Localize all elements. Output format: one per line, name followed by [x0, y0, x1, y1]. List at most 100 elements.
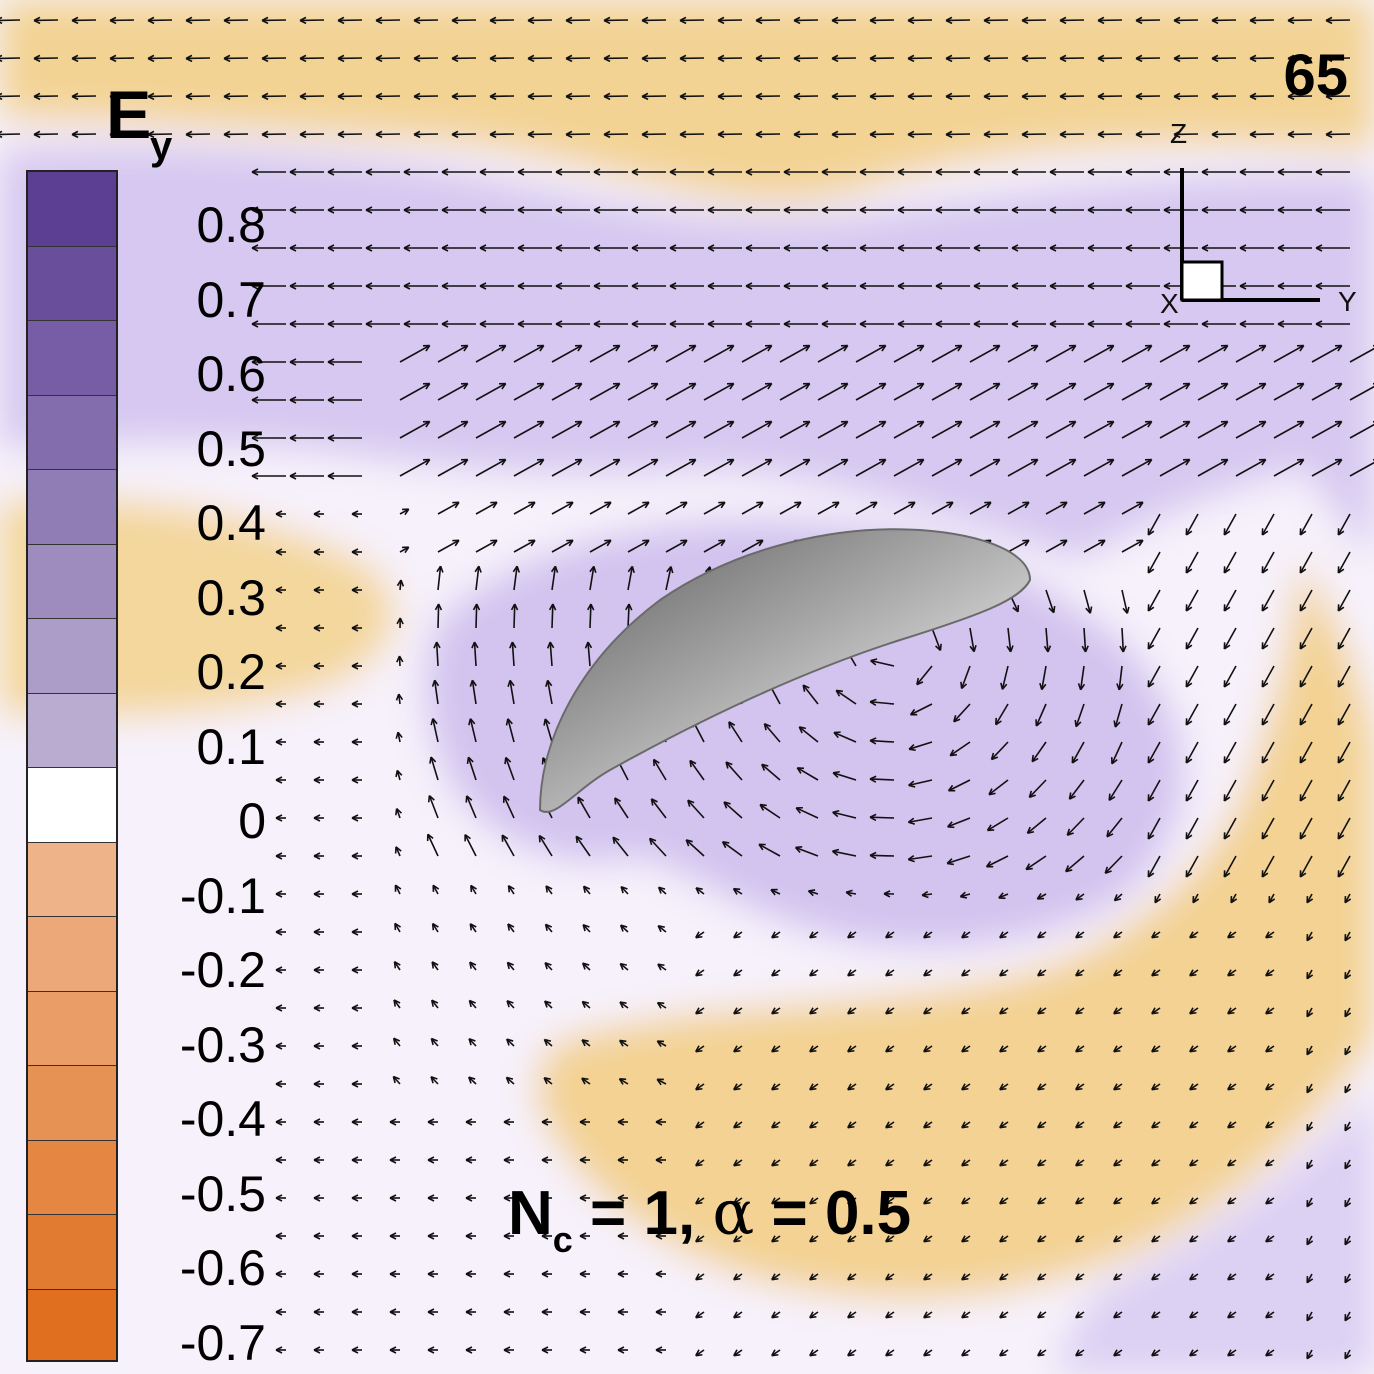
vector-arrow-head: [1265, 931, 1273, 939]
vector-arrow-head: [1098, 539, 1106, 547]
vector-arrow-head: [669, 168, 677, 176]
vector-arrow: [1299, 779, 1313, 802]
vector-arrow-head: [1201, 244, 1209, 252]
vector-arrow: [1185, 855, 1199, 878]
vector-arrow-head: [351, 966, 359, 974]
vector-arrow-head: [1277, 206, 1285, 214]
vector-arrow-head: [655, 1194, 663, 1202]
vector-arrow-head: [517, 168, 525, 176]
vector-arrow-head: [517, 244, 525, 252]
vector-arrow-head: [185, 130, 193, 139]
vector-arrow-head: [1299, 832, 1307, 840]
vector-arrow-head: [452, 501, 460, 509]
vector-arrow-head: [351, 662, 359, 670]
vector-arrow-head: [1068, 420, 1077, 428]
vector-arrow: [779, 382, 811, 401]
vector-arrow: [1311, 382, 1343, 401]
vector-arrow-head: [771, 969, 779, 977]
vector-arrow-head: [465, 1308, 473, 1316]
vector-arrow-head: [275, 1080, 283, 1088]
vector-arrow: [931, 420, 963, 439]
vector-arrow-head: [251, 244, 259, 252]
vector-arrow: [551, 539, 574, 553]
vector-arrow: [1045, 458, 1077, 477]
vector-arrow-head: [718, 501, 726, 509]
vector-arrow: [893, 501, 916, 515]
vector-arrow-head: [505, 1076, 514, 1084]
colorbar-tick-label: -0.7: [179, 1314, 266, 1371]
alpha-value: = 0.5: [754, 1179, 912, 1248]
vector-arrow-head: [1315, 206, 1323, 214]
vector-arrow-head: [650, 798, 658, 806]
vector-arrow-head: [1227, 1349, 1235, 1357]
vector-arrow-head: [1035, 719, 1043, 727]
vector-arrow-head: [695, 1349, 703, 1357]
vector-arrow-head: [909, 708, 918, 716]
vector-arrow-head: [1334, 344, 1343, 352]
vector-arrow: [399, 420, 431, 439]
vector-arrow-head: [1189, 1349, 1197, 1357]
vector-arrow-head: [821, 320, 829, 328]
vector-arrow: [1121, 458, 1153, 477]
vector-arrow: [703, 458, 735, 477]
vector-arrow: [1121, 539, 1144, 553]
vector-arrow-head: [783, 168, 791, 176]
vector-arrow: [665, 382, 697, 401]
n-value: = 1,: [572, 1179, 713, 1248]
n-symbol: N: [508, 1179, 553, 1248]
vector-arrow-head: [498, 344, 507, 352]
vector-arrow-head: [289, 434, 297, 442]
vector-arrow-head: [897, 206, 905, 214]
vector-arrow-head: [908, 501, 916, 509]
vector-arrow-head: [802, 344, 811, 352]
vector-arrow-head: [878, 458, 887, 466]
vector-arrow-head: [1185, 794, 1193, 802]
vector-arrow: [475, 603, 478, 629]
vector-arrow-head: [1296, 420, 1305, 428]
vector-arrow: [437, 566, 442, 591]
vector-arrow: [475, 420, 507, 439]
vector-arrow: [1007, 458, 1039, 477]
vector-arrow-head: [1116, 683, 1124, 691]
vector-arrow-head: [555, 282, 563, 290]
vector-arrow-head: [1325, 92, 1333, 101]
vector-arrow-head: [1068, 344, 1077, 352]
vector-arrow: [741, 344, 773, 363]
vector-arrow-head: [426, 833, 434, 841]
vector-arrow: [893, 420, 925, 439]
vector-arrow: [1349, 423, 1374, 439]
vector-arrow: [741, 420, 773, 439]
vector-arrow-head: [859, 206, 867, 214]
vector-arrow-head: [695, 1159, 703, 1167]
vector-arrow: [551, 566, 557, 591]
vector-arrow: [1197, 458, 1229, 477]
vector-arrow-head: [71, 54, 79, 63]
vector-arrow: [893, 382, 925, 401]
vector-arrow-head: [847, 1159, 855, 1167]
vector-arrow: [665, 458, 697, 477]
vector-arrow: [427, 833, 439, 857]
vector-arrow: [1197, 344, 1229, 363]
vector-arrow: [1261, 589, 1275, 612]
vector-arrow: [1147, 513, 1161, 536]
vector-arrow-head: [885, 1311, 893, 1319]
vector-arrow: [464, 834, 477, 857]
vector-arrow-head: [764, 344, 773, 352]
vector-arrow-head: [983, 16, 991, 25]
vector-arrow-head: [999, 1235, 1007, 1243]
vector-arrow-head: [261, 130, 269, 139]
vector-arrow-head: [351, 586, 359, 594]
vector-arrow-head: [999, 1197, 1007, 1205]
vector-arrow-head: [541, 1232, 549, 1240]
vector-arrow-head: [465, 1270, 473, 1278]
vector-arrow-head: [1147, 566, 1155, 574]
vector-arrow: [1104, 855, 1123, 874]
vector-arrow-head: [878, 344, 887, 352]
vector-arrow-head: [351, 548, 359, 556]
colorbar-band: [28, 321, 116, 396]
vector-arrow: [475, 501, 498, 515]
vector-arrow: [802, 684, 819, 705]
vector-arrow-head: [375, 130, 383, 139]
vector-arrow: [627, 566, 634, 591]
vector-arrow-head: [1227, 1197, 1235, 1205]
